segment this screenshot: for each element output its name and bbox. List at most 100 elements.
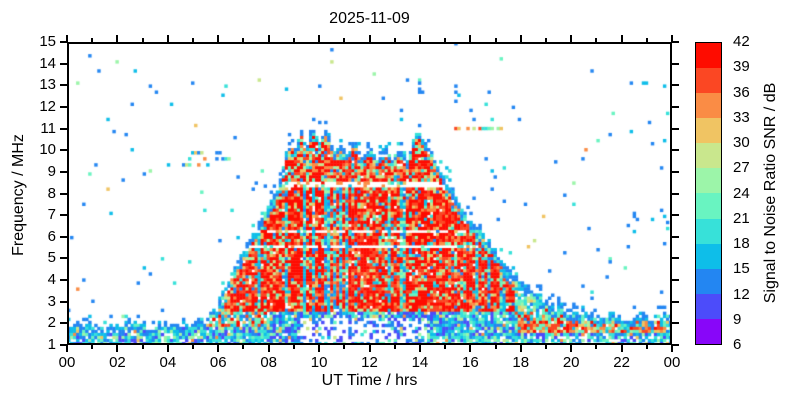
x-major-tick-top (217, 35, 220, 42)
x-minor-tick-top (343, 38, 346, 42)
x-minor-tick (645, 345, 648, 349)
plot-frame (67, 42, 672, 345)
y-major-tick (60, 170, 67, 173)
colorbar-tick-label: 12 (733, 285, 750, 303)
x-tick-label: 08 (260, 354, 277, 371)
x-minor-tick-top (444, 38, 447, 42)
colorbar-tick-label: 39 (733, 58, 750, 76)
x-major-tick-top (671, 35, 673, 42)
x-minor-tick (544, 345, 547, 349)
y-major-tick-right (672, 235, 679, 238)
y-tick-label: 14 (39, 54, 56, 72)
x-major-tick (166, 345, 169, 352)
y-major-tick-right (672, 127, 679, 130)
colorbar-block (696, 243, 721, 269)
spectrogram-canvas (67, 42, 672, 345)
x-tick-label: 04 (159, 354, 177, 371)
y-major-tick (60, 214, 67, 217)
x-major-tick (418, 345, 421, 352)
colorbar-block (696, 93, 721, 119)
x-minor-tick (192, 345, 195, 349)
y-major-tick-right (672, 279, 679, 282)
x-major-tick-top (469, 35, 472, 42)
x-major-tick-top (267, 35, 270, 42)
y-major-tick-right (672, 214, 679, 217)
colorbar-block (696, 168, 721, 194)
x-minor-tick-top (595, 38, 598, 42)
y-tick-label: 1 (47, 336, 56, 353)
x-tick-label: 10 (310, 354, 328, 371)
colorbar-tick-label: 18 (733, 235, 750, 252)
x-major-tick (66, 345, 68, 352)
x-minor-tick-top (192, 38, 195, 42)
colorbar-tick-label: 42 (733, 33, 750, 50)
y-major-tick-right (672, 257, 679, 260)
y-major-tick (60, 62, 67, 65)
colorbar-tick-label: 21 (733, 209, 750, 227)
colorbar-block (696, 268, 721, 294)
x-minor-tick-top (91, 38, 94, 42)
x-major-tick-top (620, 35, 623, 42)
y-tick-label: 2 (47, 314, 56, 332)
colorbar-tick-label: 30 (733, 134, 750, 151)
y-major-tick-right (672, 344, 679, 346)
y-tick-label: 15 (39, 33, 56, 50)
x-tick-label: 00 (58, 354, 76, 371)
x-major-tick-top (418, 35, 421, 42)
y-tick-label: 11 (40, 119, 56, 137)
y-tick-label: 13 (39, 76, 56, 94)
colorbar-tick-label: 33 (733, 108, 750, 126)
x-major-tick-top (66, 35, 68, 42)
x-minor-tick (595, 345, 598, 349)
colorbar-block (696, 143, 721, 169)
y-major-tick (60, 105, 67, 108)
x-axis-title: UT Time / hrs (321, 372, 418, 389)
colorbar-block (696, 43, 721, 69)
x-major-tick (318, 345, 321, 352)
x-major-tick-top (318, 35, 321, 42)
y-tick-label: 7 (47, 206, 56, 224)
y-major-tick-right (672, 300, 679, 303)
colorbar-title: Signal to Noise Ratio SNR / dB (762, 82, 779, 304)
x-minor-tick-top (544, 38, 547, 42)
x-minor-tick (343, 345, 346, 349)
colorbar-block (696, 118, 721, 144)
colorbar-block (696, 293, 721, 319)
x-minor-tick-top (494, 38, 497, 42)
colorbar-block (696, 318, 721, 344)
x-major-tick-top (570, 35, 573, 42)
y-major-tick (60, 127, 67, 130)
y-major-tick (60, 149, 67, 152)
colorbar-tick-label: 27 (733, 159, 750, 177)
x-minor-tick-top (292, 38, 295, 42)
x-major-tick (671, 345, 673, 352)
colorbar-block (696, 193, 721, 219)
x-major-tick (469, 345, 472, 352)
y-major-tick-right (672, 192, 679, 195)
colorbar-tick-label: 6 (733, 336, 742, 353)
y-major-tick (60, 322, 67, 325)
y-major-tick (60, 279, 67, 282)
colorbar-tick-label: 24 (733, 184, 750, 202)
y-major-tick-right (672, 149, 679, 152)
x-minor-tick (393, 345, 396, 349)
x-minor-tick (494, 345, 497, 349)
y-major-tick (60, 257, 67, 260)
y-major-tick-right (672, 41, 679, 43)
y-major-tick (60, 344, 67, 346)
y-major-tick-right (672, 322, 679, 325)
y-tick-label: 3 (47, 292, 56, 310)
colorbar-tick-label: 9 (733, 310, 742, 328)
y-tick-label: 8 (47, 184, 56, 202)
colorbar (695, 42, 722, 345)
y-major-tick-right (672, 105, 679, 108)
x-tick-label: 22 (613, 354, 630, 371)
y-tick-label: 10 (39, 141, 56, 159)
x-minor-tick-top (242, 38, 245, 42)
x-major-tick (217, 345, 220, 352)
x-tick-label: 20 (562, 354, 580, 371)
x-tick-label: 16 (461, 354, 479, 371)
x-major-tick (368, 345, 371, 352)
y-major-tick (60, 192, 67, 195)
